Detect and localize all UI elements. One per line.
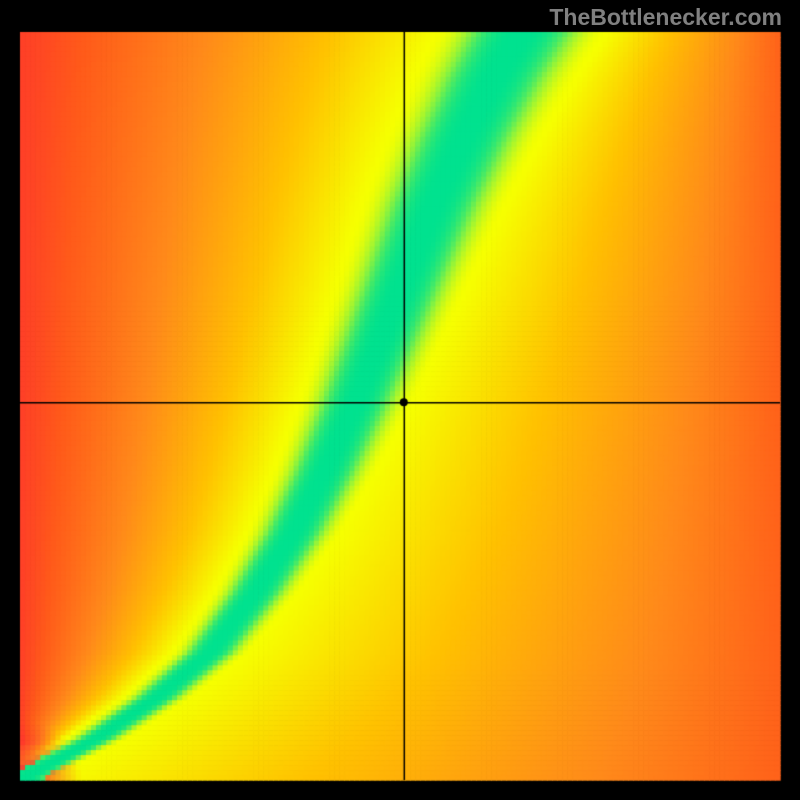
- watermark-text: TheBottlenecker.com: [549, 4, 782, 31]
- chart-container: TheBottlenecker.com: [0, 0, 800, 800]
- bottleneck-heatmap-canvas: [0, 0, 800, 800]
